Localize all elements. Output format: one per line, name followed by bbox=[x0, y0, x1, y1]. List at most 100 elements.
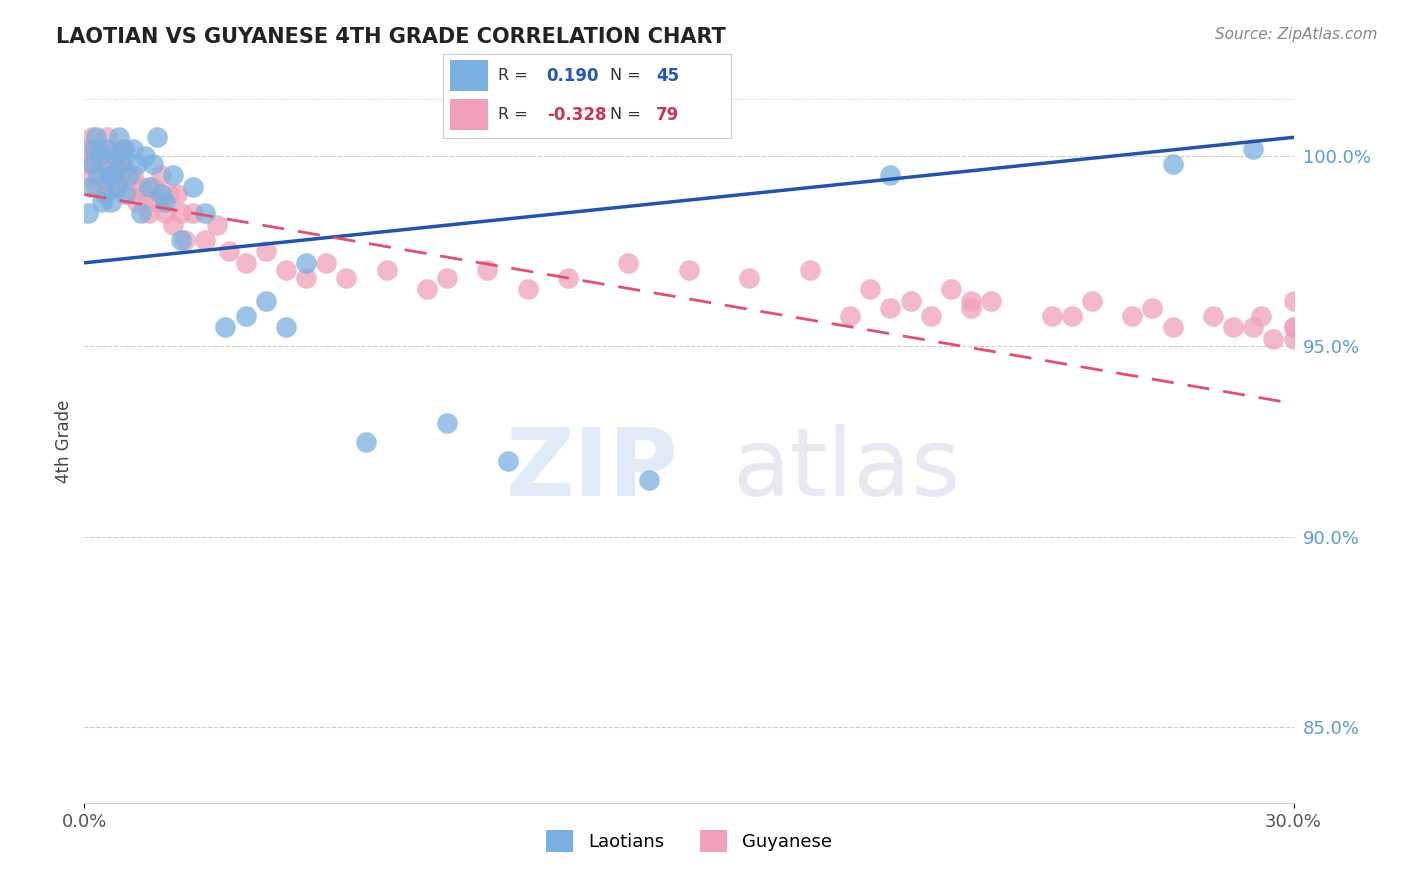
Point bbox=[900, 293, 922, 308]
Point bbox=[125, 157, 148, 171]
Point bbox=[114, 142, 136, 156]
Point bbox=[436, 271, 458, 285]
Point bbox=[166, 187, 188, 202]
Point bbox=[194, 233, 217, 247]
Point bbox=[87, 169, 110, 183]
Point bbox=[87, 142, 110, 156]
Point bbox=[1142, 301, 1164, 316]
Point bbox=[1250, 309, 1272, 323]
Text: R =: R = bbox=[498, 107, 533, 122]
Point bbox=[111, 157, 134, 171]
Point bbox=[138, 206, 160, 220]
Point bbox=[416, 282, 439, 296]
Point bbox=[235, 309, 257, 323]
Text: R =: R = bbox=[498, 68, 533, 83]
Point bbox=[129, 206, 152, 220]
Point bbox=[134, 149, 156, 163]
Point bbox=[939, 282, 962, 296]
Text: N =: N = bbox=[610, 68, 645, 83]
Point bbox=[125, 194, 148, 209]
Point bbox=[121, 169, 143, 183]
Point bbox=[879, 301, 901, 316]
Point bbox=[436, 416, 458, 430]
Point bbox=[96, 142, 118, 156]
Point bbox=[477, 263, 499, 277]
Point bbox=[138, 179, 160, 194]
Point bbox=[118, 169, 141, 183]
Point bbox=[1202, 309, 1225, 323]
Point bbox=[100, 169, 122, 183]
Point bbox=[1060, 309, 1083, 323]
Text: Source: ZipAtlas.com: Source: ZipAtlas.com bbox=[1215, 27, 1378, 42]
Point bbox=[1241, 320, 1264, 334]
Point bbox=[678, 263, 700, 277]
Point bbox=[142, 157, 165, 171]
Point bbox=[617, 256, 640, 270]
Point bbox=[1282, 320, 1305, 334]
Point bbox=[859, 282, 882, 296]
Point bbox=[254, 244, 277, 259]
Point bbox=[107, 130, 129, 145]
Point bbox=[960, 293, 983, 308]
FancyBboxPatch shape bbox=[450, 99, 488, 130]
Point bbox=[274, 263, 297, 277]
Point bbox=[315, 256, 337, 270]
Point bbox=[105, 179, 128, 194]
Legend: Laotians, Guyanese: Laotians, Guyanese bbox=[538, 822, 839, 859]
Text: N =: N = bbox=[610, 107, 645, 122]
Text: 0.190: 0.190 bbox=[547, 67, 599, 85]
Point bbox=[879, 169, 901, 183]
Point bbox=[110, 157, 132, 171]
Point bbox=[254, 293, 277, 308]
Point bbox=[516, 282, 538, 296]
Point bbox=[1222, 320, 1244, 334]
Point bbox=[235, 256, 257, 270]
Point bbox=[174, 233, 197, 247]
Point bbox=[82, 157, 104, 171]
Point bbox=[79, 179, 101, 194]
Text: 45: 45 bbox=[657, 67, 679, 85]
Point bbox=[738, 271, 761, 285]
Point bbox=[104, 149, 127, 163]
Text: -0.328: -0.328 bbox=[547, 105, 606, 123]
Point bbox=[214, 320, 236, 334]
Point bbox=[980, 293, 1002, 308]
Point bbox=[83, 142, 105, 156]
Y-axis label: 4th Grade: 4th Grade bbox=[55, 400, 73, 483]
Point bbox=[146, 194, 169, 209]
Point bbox=[1121, 309, 1143, 323]
Text: atlas: atlas bbox=[733, 425, 960, 516]
Point bbox=[111, 142, 134, 156]
Point bbox=[77, 206, 100, 220]
Point bbox=[149, 187, 172, 202]
Point bbox=[157, 187, 180, 202]
Point bbox=[75, 169, 97, 183]
Point bbox=[799, 263, 821, 277]
Point bbox=[557, 271, 579, 285]
Point bbox=[121, 142, 143, 156]
Point bbox=[89, 149, 111, 163]
Point bbox=[107, 149, 129, 163]
Point bbox=[114, 187, 136, 202]
Point bbox=[86, 130, 108, 145]
Point bbox=[170, 206, 193, 220]
Point bbox=[82, 130, 104, 145]
FancyBboxPatch shape bbox=[450, 61, 488, 91]
Text: LAOTIAN VS GUYANESE 4TH GRADE CORRELATION CHART: LAOTIAN VS GUYANESE 4TH GRADE CORRELATIO… bbox=[56, 27, 725, 46]
Point bbox=[129, 179, 152, 194]
Point bbox=[142, 179, 165, 194]
Point bbox=[637, 473, 659, 487]
Point bbox=[97, 179, 120, 194]
Point bbox=[960, 301, 983, 316]
Point bbox=[181, 179, 204, 194]
Point bbox=[149, 169, 172, 183]
Point bbox=[153, 194, 176, 209]
Point bbox=[77, 142, 100, 156]
Text: 79: 79 bbox=[657, 105, 679, 123]
Point bbox=[100, 194, 122, 209]
Point bbox=[89, 169, 111, 183]
Point bbox=[153, 206, 176, 220]
Point bbox=[920, 309, 942, 323]
Point bbox=[295, 271, 318, 285]
Point bbox=[86, 179, 108, 194]
